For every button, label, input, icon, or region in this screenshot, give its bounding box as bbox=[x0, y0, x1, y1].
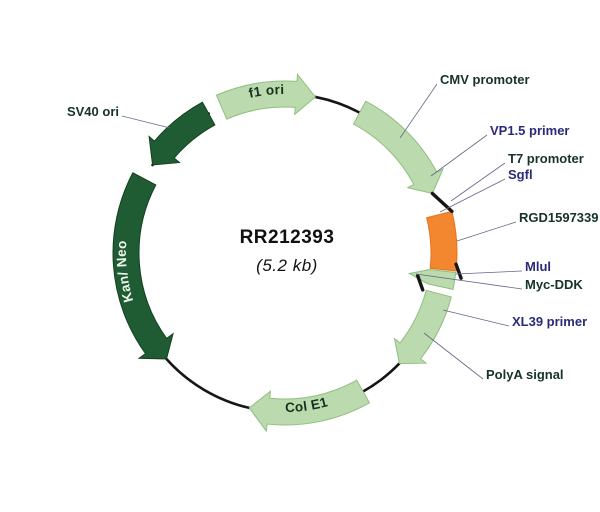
svg-text:RGD1597339: RGD1597339 bbox=[519, 210, 599, 225]
svg-text:PolyA signal: PolyA signal bbox=[486, 367, 564, 382]
svg-text:SV40 ori: SV40 ori bbox=[67, 104, 119, 119]
svg-text:T7 promoter: T7 promoter bbox=[508, 151, 584, 166]
svg-text:RR212393: RR212393 bbox=[240, 227, 335, 248]
svg-text:XL39 primer: XL39 primer bbox=[512, 314, 587, 329]
svg-text:VP1.5 primer: VP1.5 primer bbox=[490, 123, 570, 138]
svg-text:Mlul: Mlul bbox=[525, 259, 551, 274]
svg-text:Myc-DDK: Myc-DDK bbox=[525, 277, 583, 292]
svg-text:CMV promoter: CMV promoter bbox=[440, 72, 530, 87]
svg-text:Sgfl: Sgfl bbox=[508, 167, 533, 182]
svg-text:(5.2 kb): (5.2 kb) bbox=[256, 256, 318, 275]
